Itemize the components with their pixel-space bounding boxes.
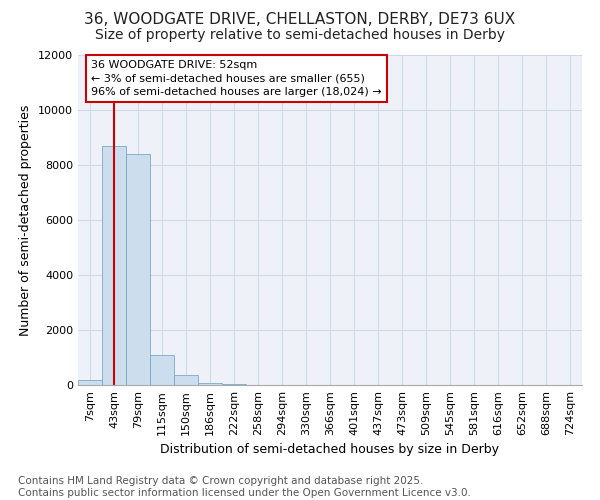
Bar bbox=[198, 383, 222, 385]
Text: 36, WOODGATE DRIVE, CHELLASTON, DERBY, DE73 6UX: 36, WOODGATE DRIVE, CHELLASTON, DERBY, D… bbox=[85, 12, 515, 28]
X-axis label: Distribution of semi-detached houses by size in Derby: Distribution of semi-detached houses by … bbox=[161, 444, 499, 456]
Bar bbox=[78, 380, 102, 385]
Text: Contains HM Land Registry data © Crown copyright and database right 2025.
Contai: Contains HM Land Registry data © Crown c… bbox=[18, 476, 471, 498]
Bar bbox=[174, 376, 198, 385]
Text: Size of property relative to semi-detached houses in Derby: Size of property relative to semi-detach… bbox=[95, 28, 505, 42]
Bar bbox=[102, 146, 126, 385]
Bar bbox=[222, 384, 246, 385]
Bar bbox=[150, 355, 174, 385]
Y-axis label: Number of semi-detached properties: Number of semi-detached properties bbox=[19, 104, 32, 336]
Text: 36 WOODGATE DRIVE: 52sqm
← 3% of semi-detached houses are smaller (655)
96% of s: 36 WOODGATE DRIVE: 52sqm ← 3% of semi-de… bbox=[91, 60, 382, 97]
Bar bbox=[126, 154, 150, 385]
